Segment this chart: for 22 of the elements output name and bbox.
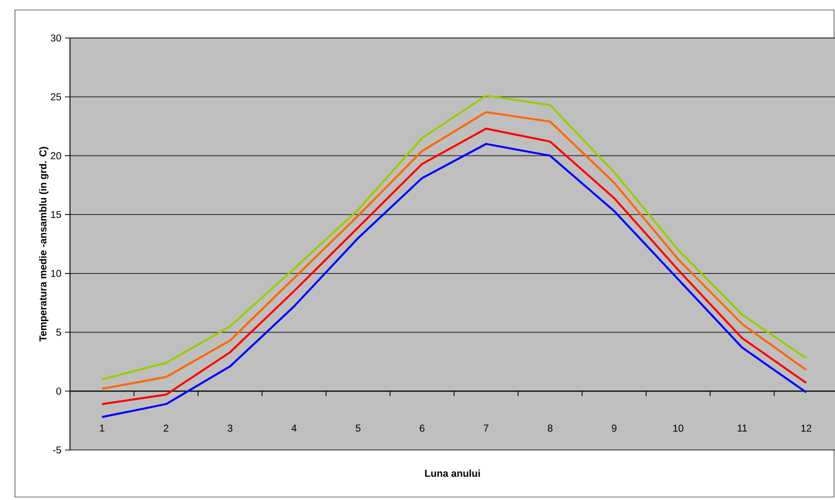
x-tick-label: 3 xyxy=(228,424,232,432)
x-tick-label: 12 xyxy=(801,424,812,432)
y-tick-label: -5 xyxy=(53,446,62,454)
x-tick-label: 9 xyxy=(612,424,616,432)
y-tick-label: 30 xyxy=(50,34,62,42)
y-tick-label: 20 xyxy=(50,152,62,160)
y-tick-label: 25 xyxy=(50,93,62,100)
y-tick-label: 15 xyxy=(51,211,62,218)
x-tick-label: 7 xyxy=(484,424,488,432)
x-tick-label: 5 xyxy=(356,424,360,432)
x-tick-label: 8 xyxy=(548,424,552,432)
y-tick-label: 0 xyxy=(56,388,62,395)
y-tick-label: 5 xyxy=(56,328,62,336)
x-axis-title: Luna anului xyxy=(425,470,480,477)
y-tick-label: 10 xyxy=(51,270,62,277)
x-tick-label: 10 xyxy=(673,424,684,432)
x-tick-label: 6 xyxy=(420,424,424,432)
x-tick-label: 2 xyxy=(164,424,168,432)
y-axis-title: Temperatura medie -ansamblu (in grd. C) xyxy=(39,146,48,342)
x-tick-label: 4 xyxy=(292,424,297,432)
x-tick-label: 11 xyxy=(738,424,747,432)
x-tick-label: 1 xyxy=(100,424,104,432)
